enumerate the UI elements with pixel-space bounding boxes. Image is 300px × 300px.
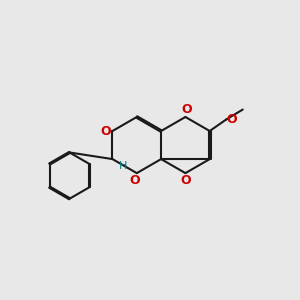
Text: O: O [100,124,110,137]
Text: O: O [182,103,192,116]
Text: H: H [119,161,127,171]
Text: O: O [130,174,140,187]
Text: O: O [180,174,191,187]
Text: O: O [227,113,238,126]
